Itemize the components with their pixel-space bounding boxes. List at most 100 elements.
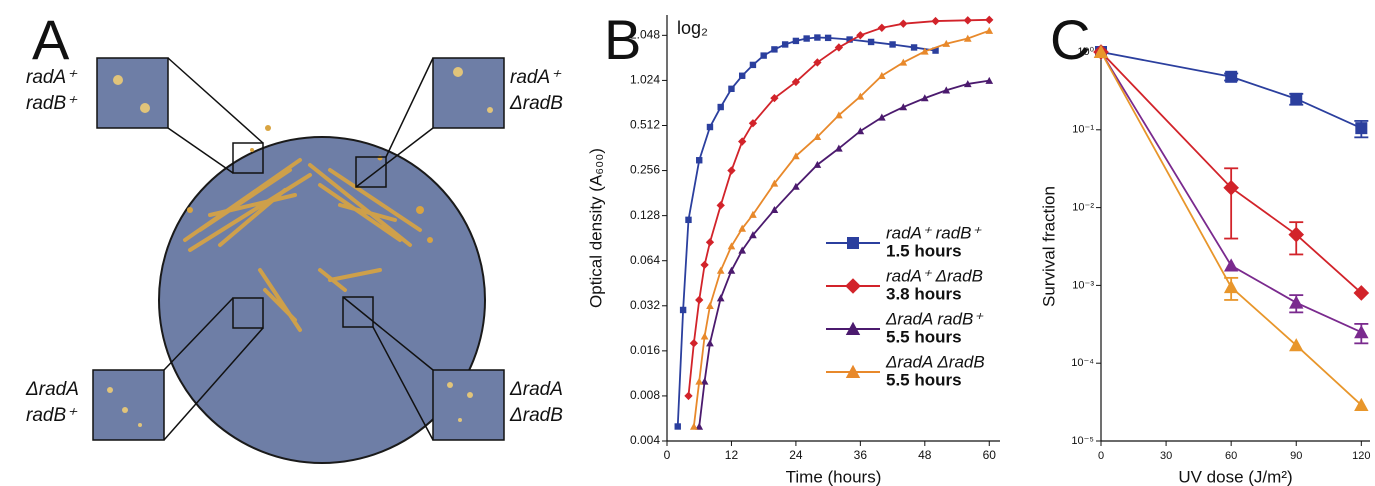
data-point (690, 422, 698, 430)
data-point (1290, 92, 1303, 105)
series-line (1100, 51, 1362, 294)
genotype-label: ΔradA (25, 379, 79, 400)
panel-letter: B (604, 8, 641, 71)
panel-letter: A (32, 8, 70, 71)
inset-colonies (107, 67, 493, 427)
data-point (674, 423, 681, 430)
legend-marker (847, 237, 859, 249)
y-tick-label: 10⁻³ (1072, 279, 1094, 291)
data-point (834, 43, 844, 52)
data-point (738, 224, 747, 232)
data-point (679, 306, 687, 314)
legend-label: radA⁺ ΔradB (886, 266, 983, 285)
data-point (846, 36, 853, 43)
series-line (1100, 51, 1362, 406)
x-tick-label: 24 (789, 448, 803, 462)
x-tick-label: 0 (1098, 450, 1104, 462)
data-point (814, 34, 821, 41)
y-tick-label: 0.008 (630, 388, 660, 402)
y-tick-label: 0.256 (630, 163, 660, 177)
data-point (985, 15, 994, 24)
genotype-label: ΔradB (509, 405, 563, 426)
y-axis-label: Survival fraction (1039, 186, 1058, 307)
y-tick-label: 0.004 (630, 433, 660, 447)
data-point (689, 339, 699, 348)
legend-label: ΔradA ΔradB (885, 352, 985, 371)
data-point (728, 85, 735, 93)
data-point (1093, 44, 1109, 58)
y-tick-label: 10⁻² (1072, 202, 1094, 214)
data-point (942, 39, 951, 47)
x-tick-label: 0 (664, 448, 671, 462)
legend-marker (845, 364, 861, 378)
data-point (813, 132, 822, 141)
data-point (932, 47, 939, 54)
data-point (792, 182, 800, 190)
data-point (942, 86, 951, 94)
legend-label: 3.8 hours (886, 284, 962, 303)
data-point (856, 127, 865, 135)
genotype-label: ΔradA (509, 379, 563, 400)
series-line (1100, 51, 1362, 129)
data-point (910, 44, 918, 51)
genotype-label: ΔradB (509, 93, 563, 114)
data-point (1354, 325, 1369, 339)
legend-label: ΔradA radB⁺ (885, 309, 984, 328)
x-axis-label: UV dose (J/m²) (1178, 467, 1292, 486)
x-tick-label: 60 (1225, 450, 1237, 462)
data-point (899, 103, 908, 111)
data-point (899, 19, 908, 28)
data-point (877, 113, 886, 121)
data-point (963, 16, 972, 25)
data-point (985, 26, 994, 34)
data-point (824, 34, 832, 42)
data-point (738, 246, 747, 254)
data-point (695, 422, 704, 430)
data-point (1353, 285, 1370, 301)
x-tick-label: 30 (1160, 450, 1172, 462)
data-point (770, 93, 779, 103)
data-point (1225, 70, 1238, 83)
legend-label: 5.5 hours (886, 370, 962, 389)
streaks (183, 158, 422, 332)
data-point (760, 52, 767, 59)
legend-marker (845, 278, 861, 294)
error-bar (1224, 167, 1239, 240)
data-point (931, 16, 940, 26)
data-point (749, 210, 757, 218)
data-point (813, 160, 822, 168)
insets (92, 57, 505, 441)
data-point (706, 301, 714, 309)
data-point (792, 152, 800, 160)
genotype-label: radA⁺ (510, 67, 562, 88)
data-point (727, 242, 736, 250)
data-point (700, 260, 709, 270)
y-tick-label: 1.024 (630, 73, 660, 87)
data-point (856, 92, 865, 100)
data-point (700, 332, 709, 340)
data-point (803, 35, 810, 42)
data-point (717, 103, 724, 111)
data-point (899, 58, 908, 66)
y-tick-label: 0.016 (630, 343, 660, 357)
data-point (877, 71, 886, 79)
series-line (698, 79, 990, 427)
data-point (963, 80, 972, 88)
data-point (1223, 279, 1239, 294)
series-line (1100, 51, 1362, 334)
data-point (1289, 338, 1304, 352)
data-point (791, 77, 801, 87)
data-point (985, 76, 994, 84)
data-point (706, 123, 714, 131)
x-tick-label: 36 (854, 448, 868, 462)
legend-label: 5.5 hours (886, 327, 962, 346)
y-tick-label: 10⁰ (1077, 46, 1094, 58)
data-point (781, 41, 789, 48)
data-point (1223, 179, 1239, 196)
data-point (1354, 397, 1369, 412)
y-tick-label: 2.048 (630, 28, 660, 42)
x-tick-label: 60 (983, 448, 997, 462)
data-point (716, 294, 725, 302)
